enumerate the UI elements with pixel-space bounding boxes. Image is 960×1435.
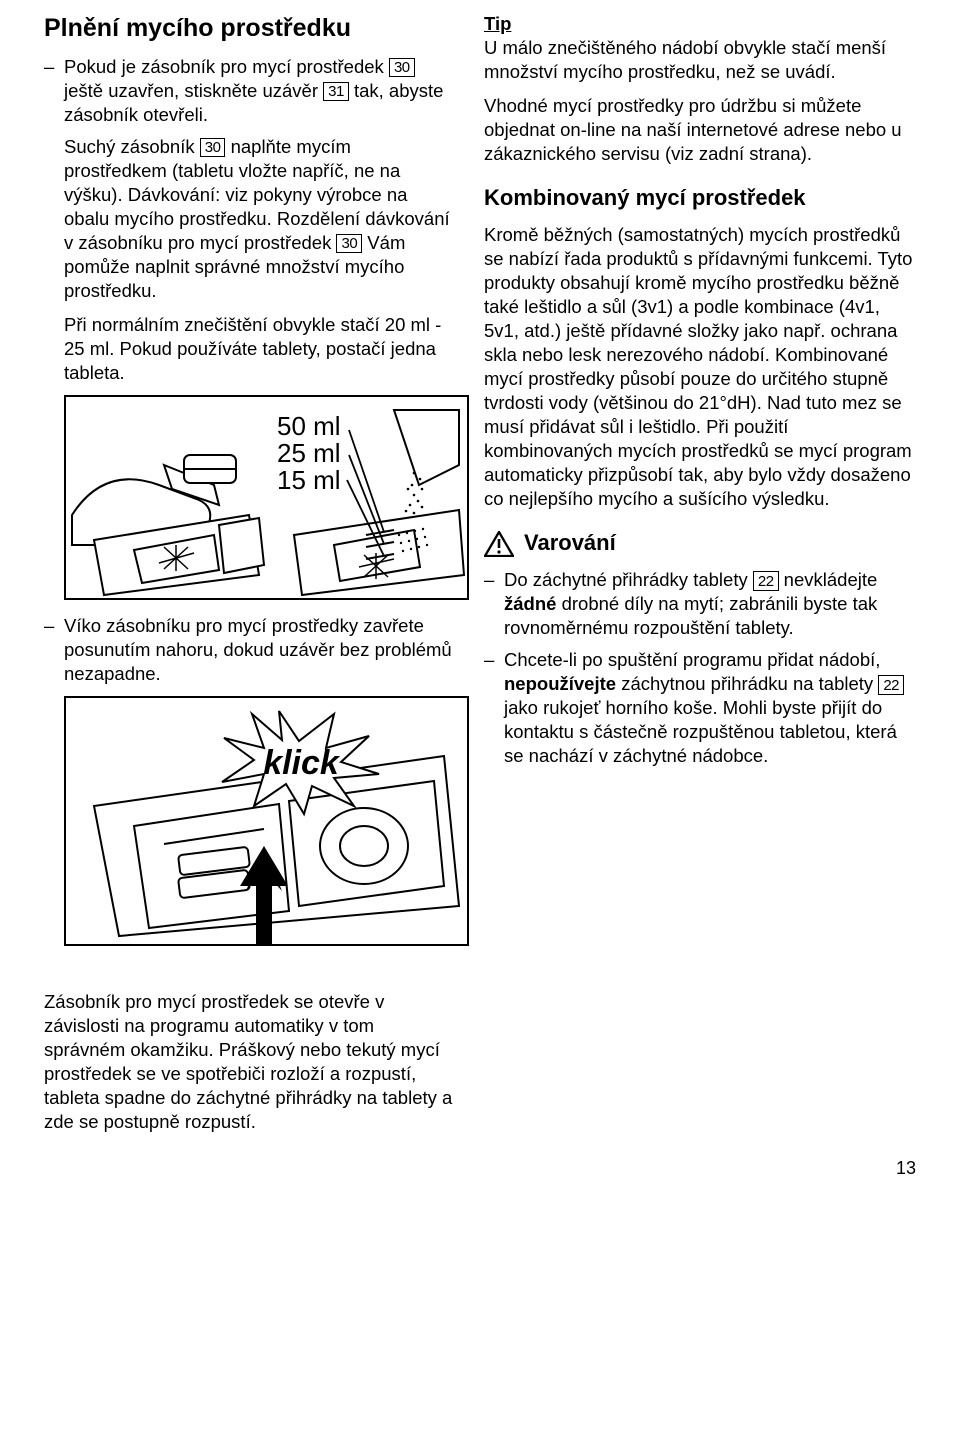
text: ještě uzavřen, stiskněte uzávěr xyxy=(64,80,323,101)
warning-heading: Varování xyxy=(484,529,916,558)
warning-label: Varování xyxy=(524,529,616,558)
instruction-item: Pokud je zásobník pro mycí prostředek 30… xyxy=(44,55,456,601)
paragraph-combined: Kromě běžných (samostatných) mycích pros… xyxy=(484,223,916,512)
warning-item: Chcete-li po spuštění programu přidat ná… xyxy=(484,648,916,768)
tip-text-2: Vhodné mycí prostředky pro údržbu si můž… xyxy=(484,94,916,166)
warning-list: Do záchytné přihrádky tablety 22 nevklád… xyxy=(484,568,916,768)
figure-dispenser-fill: 50 ml 25 ml 15 ml xyxy=(64,395,469,600)
tip-heading: Tip xyxy=(484,13,511,34)
tip-text: U málo znečištěného nádobí obvykle stačí… xyxy=(484,37,886,82)
paragraph-dispenser-opens: Zásobník pro mycí prostředek se otevře v… xyxy=(44,990,456,1134)
figure-close-lid: klick xyxy=(64,696,469,946)
ref-number-30: 30 xyxy=(389,58,415,78)
klick-label: klick xyxy=(263,744,341,782)
ml-label-25: 25 ml xyxy=(277,438,341,468)
after-columns-block: Zásobník pro mycí prostředek se otevře v… xyxy=(44,990,456,1134)
ref-number-30: 30 xyxy=(200,138,226,158)
text: záchytnou přihrádku na tablety xyxy=(616,673,878,694)
ml-label-50: 50 ml xyxy=(277,411,341,441)
heading-fill-detergent: Plnění mycího prostředku xyxy=(44,12,456,45)
instruction-item: Víko zásobníku pro mycí prostředky zavře… xyxy=(44,614,456,946)
ref-number-30: 30 xyxy=(336,234,362,254)
text: nevkládejte xyxy=(779,569,878,590)
ref-number-22: 22 xyxy=(753,571,779,591)
text: Chcete-li po spuštění programu přidat ná… xyxy=(504,649,880,670)
page-number: 13 xyxy=(44,1157,916,1180)
bold-text: žádné xyxy=(504,593,556,614)
text: jako rukojeť horního koše. Mohli byste p… xyxy=(504,697,897,766)
ml-label-15: 15 ml xyxy=(277,465,341,495)
bold-text: nepoužívejte xyxy=(504,673,616,694)
text: Suchý zásobník xyxy=(64,136,200,157)
text: Pokud je zásobník pro mycí prostředek xyxy=(64,56,389,77)
text: drobné díly na mytí; zabránili byste tak… xyxy=(504,593,877,638)
tip-block: Tip U málo znečištěného nádobí obvykle s… xyxy=(484,12,916,84)
heading-combined-detergent: Kombinovaný mycí prostředek xyxy=(484,184,916,213)
text: Víko zásobníku pro mycí prostředky zavře… xyxy=(64,615,452,684)
instruction-list: Pokud je zásobník pro mycí prostředek 30… xyxy=(44,55,456,947)
text: Do záchytné přihrádky tablety xyxy=(504,569,753,590)
warning-item: Do záchytné přihrádky tablety 22 nevklád… xyxy=(484,568,916,640)
ref-number-22: 22 xyxy=(878,675,904,695)
ref-number-31: 31 xyxy=(323,82,349,102)
paragraph: Suchý zásobník 30 naplňte mycím prostřed… xyxy=(64,135,456,303)
warning-icon xyxy=(484,531,514,557)
paragraph: Při normálním znečištění obvykle stačí 2… xyxy=(64,313,456,385)
